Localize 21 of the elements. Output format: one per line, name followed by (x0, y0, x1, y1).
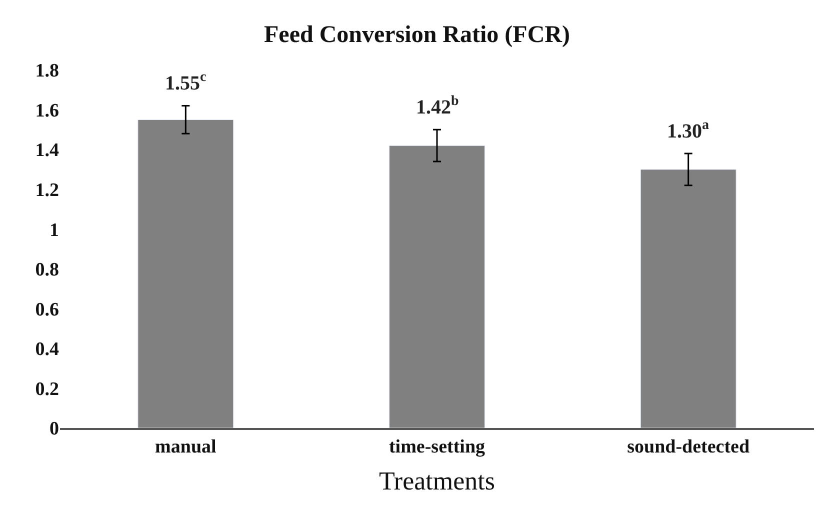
y-tick-label: 0 (50, 418, 59, 440)
data-label: 1.55$^{c}$ (165, 70, 206, 94)
bar (640, 169, 736, 428)
bar (389, 145, 485, 428)
y-tick-label: 1.8 (35, 60, 59, 82)
y-tick-label: 1.6 (35, 100, 59, 122)
x-tick-label: time-setting (388, 436, 486, 458)
y-tick-label: 0.4 (35, 339, 60, 360)
x-axis-title: Treatments (378, 466, 496, 496)
y-tick-label: 0.8 (35, 260, 59, 281)
bar (138, 119, 234, 428)
y-tick-label: 0.2 (35, 378, 59, 400)
y-tick-label: 0.6 (35, 299, 59, 320)
chart-title: Feed Conversion Ratio (FCR) (264, 22, 570, 48)
y-tick-label: 1 (50, 220, 59, 241)
x-tick-label: manual (155, 436, 216, 458)
x-tick-label: sound-detected (627, 436, 750, 458)
data-label: 1.30$^{a}$ (667, 118, 709, 142)
data-label: 1.42$^{b}$ (416, 94, 459, 118)
y-tick-label: 1.2 (35, 180, 59, 201)
y-tick-label: 1.4 (35, 140, 60, 162)
